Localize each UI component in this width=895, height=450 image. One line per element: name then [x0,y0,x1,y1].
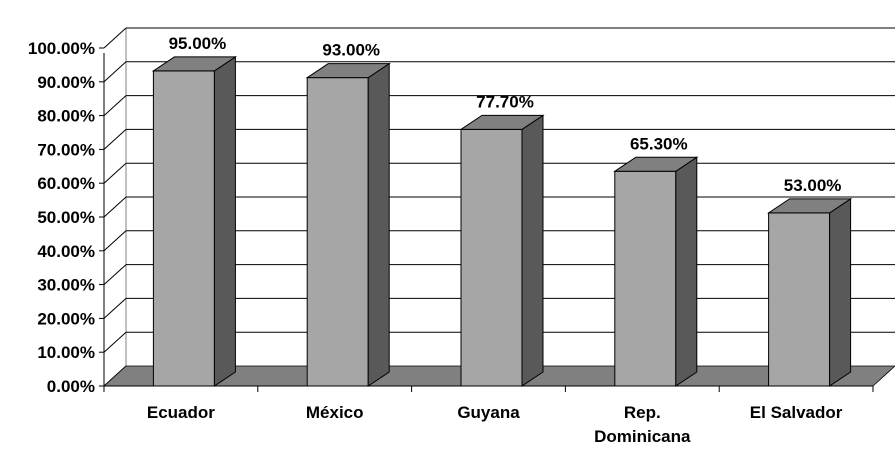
bar-side [213,55,236,387]
y-tick-label: 70.00% [37,140,95,159]
y-tick-label: 0.00% [47,377,95,396]
y-tick-label: 50.00% [37,208,95,227]
category-labels: Ecuador México Guyana Rep. Dominicana El Salv… [147,403,843,446]
data-label: 65.30% [630,134,688,153]
y-tick-label: 40.00% [37,242,95,261]
y-tick-label: 10.00% [37,343,95,362]
bar-top [459,114,545,130]
bar [459,114,545,387]
gridline-diagonal [103,27,127,49]
category-label: Ecuador [147,403,215,422]
bar-front [460,128,523,387]
y-tick-label: 30.00% [37,276,95,295]
bar-front [768,212,831,387]
bar-front [152,70,215,387]
bar [305,62,391,387]
bar [151,55,238,387]
gridline-diagonal [103,162,127,184]
category-label: Dominicana [594,427,691,446]
gridline-diagonal [103,264,127,285]
data-label: 77.70% [476,92,534,111]
gridline-diagonal [103,298,127,319]
y-tick-label: 90.00% [37,73,95,92]
bar-front [306,77,369,387]
y-tick-label: 20.00% [37,309,95,328]
gridline-diagonal [103,230,127,252]
bar-top [613,156,699,172]
category-label: El Salvador [750,403,843,422]
bar-side [521,114,544,387]
y-tick-label: 60.00% [37,174,95,193]
bar [613,156,699,387]
bar [766,197,853,387]
gridline-diagonal [103,129,127,150]
gridline-diagonal [103,331,127,353]
bar-top [305,63,391,79]
category-label: Guyana [457,403,520,422]
data-label: 53.00% [784,176,842,195]
data-label: 95.00% [169,34,227,53]
bar-side [367,62,390,387]
gridline-diagonal [103,196,127,218]
bar-top [766,198,853,214]
bar-top [151,56,238,72]
bars [151,55,853,387]
bar-front [614,170,677,387]
y-tick-label: 80.00% [37,107,95,126]
bar-side [829,197,852,387]
data-label: 93.00% [322,41,380,60]
y-tick-label: 100.00% [28,39,95,58]
data-labels: 95.00% 93.00% 77.70% 65.30% 53.00% [169,34,842,195]
gridline-diagonal [103,95,127,116]
y-tick-labels: 0.00% 10.00% 20.00% 30.00% 40.00% 50.00% 60.00… [28,39,95,396]
bar-side [675,156,698,387]
gridline-diagonal [103,61,127,83]
category-label: México [306,403,364,422]
category-label: Rep. [624,403,661,422]
